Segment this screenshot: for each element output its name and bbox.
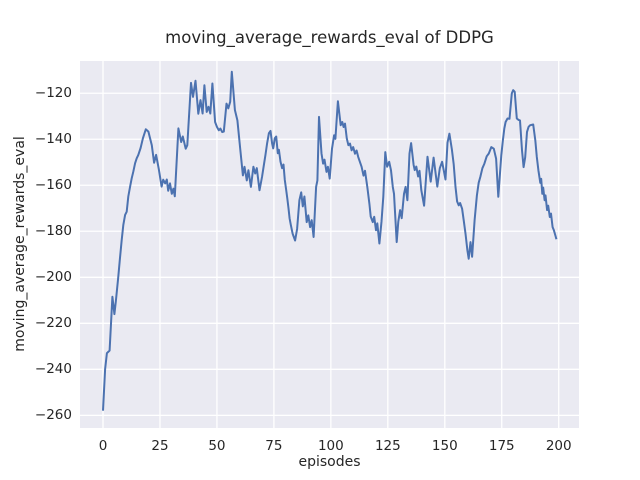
plot-area <box>80 61 579 428</box>
y-tick-label: −220 <box>34 315 72 332</box>
y-tick-label: −120 <box>34 85 72 102</box>
y-tick-label: −160 <box>34 177 72 194</box>
x-tick-label: 75 <box>265 438 283 454</box>
series-line <box>102 70 558 411</box>
y-tick-label: −140 <box>34 131 72 148</box>
chart-title: moving_average_rewards_eval of DDPG <box>165 28 494 47</box>
x-tick-label: 100 <box>317 438 344 454</box>
y-tick-label: −180 <box>34 223 72 240</box>
y-axis-label: moving_average_rewards_eval <box>12 136 28 352</box>
y-tick-label: −260 <box>34 407 72 424</box>
x-tick-label: 150 <box>431 438 458 454</box>
x-tick-label: 25 <box>151 438 169 454</box>
y-tick-label: −200 <box>34 269 72 286</box>
chart-canvas <box>80 61 579 428</box>
x-tick-label: 125 <box>374 438 401 454</box>
x-tick-label: 200 <box>545 438 572 454</box>
x-tick-label: 0 <box>98 438 108 454</box>
x-axis-label: episodes <box>298 454 361 470</box>
x-tick-label: 50 <box>208 438 226 454</box>
y-tick-label: −240 <box>34 361 72 378</box>
x-tick-label: 175 <box>488 438 515 454</box>
